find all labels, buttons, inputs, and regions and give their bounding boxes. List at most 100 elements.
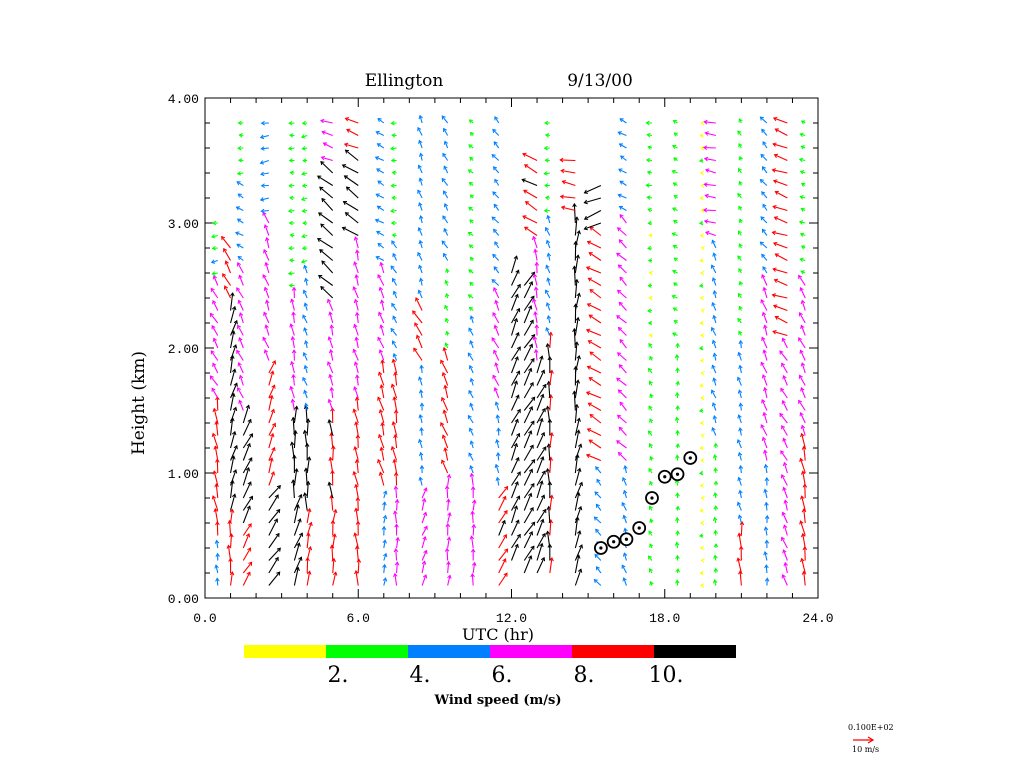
wind-vector <box>511 534 521 549</box>
wind-vector <box>574 380 579 399</box>
wind-vector-head <box>493 141 498 146</box>
wind-vector-head <box>320 118 325 124</box>
wind-vector <box>784 500 788 511</box>
wind-vector-head <box>390 208 395 214</box>
wind-vector-head <box>759 178 764 184</box>
wind-vector-head <box>300 196 306 202</box>
wind-vector-head <box>533 311 538 316</box>
wind-vector-head <box>231 368 237 373</box>
wind-vector <box>772 268 788 274</box>
wind-vector <box>781 474 788 486</box>
wind-vector-head <box>514 293 519 298</box>
wind-vector-head <box>236 218 242 223</box>
wind-vector-head <box>271 384 276 389</box>
wind-vector <box>414 322 423 336</box>
wind-vector <box>772 294 788 299</box>
wind-vector-head <box>528 305 533 310</box>
wind-vector <box>714 454 717 461</box>
wind-vector <box>332 572 337 586</box>
wind-vector-head <box>392 396 397 401</box>
wind-vector-head <box>392 510 398 515</box>
wind-vector <box>772 143 788 149</box>
wind-vector-head <box>530 482 535 488</box>
wind-vector-head <box>587 402 592 407</box>
wind-vector <box>534 311 538 324</box>
wind-vector-head <box>703 156 709 162</box>
mixing-height-markers <box>593 451 698 555</box>
wind-vector-head <box>224 260 229 265</box>
wind-vector-head <box>675 579 680 584</box>
wind-vector-head <box>675 554 680 559</box>
wind-vector <box>376 231 385 236</box>
wind-vector-head <box>421 497 427 503</box>
wind-vector <box>230 456 235 474</box>
wind-vector-head <box>712 415 718 420</box>
wind-vector-head <box>237 120 242 126</box>
wind-vector <box>775 191 788 199</box>
wind-vector-head <box>417 164 422 169</box>
wind-vector <box>303 390 308 399</box>
wind-vector-head <box>699 295 704 301</box>
wind-vector <box>536 533 546 549</box>
wind-vector <box>574 342 578 361</box>
wind-vector <box>211 259 218 264</box>
wind-vector-head <box>444 279 449 285</box>
wind-vector-head <box>377 274 382 279</box>
x-tick-label: 18.0 <box>649 611 680 626</box>
wind-vector-head <box>800 182 806 187</box>
wind-vector-head <box>308 521 313 527</box>
wind-vector-head <box>412 310 417 315</box>
wind-vector <box>268 384 276 399</box>
wind-vector-head <box>522 152 527 157</box>
y-tick-label: 4.00 <box>168 92 199 107</box>
wind-vector-head <box>737 167 742 173</box>
wind-vector <box>536 470 546 486</box>
wind-vector-head <box>391 358 397 363</box>
wind-vector-head <box>549 369 554 374</box>
wind-vector-head <box>672 119 677 124</box>
wind-vector <box>618 327 627 336</box>
wind-vector <box>392 421 398 436</box>
wind-vector-head <box>712 579 718 584</box>
wind-vector-head <box>288 283 293 288</box>
wind-vector <box>761 191 768 199</box>
wind-vector <box>467 415 474 424</box>
wind-vector <box>589 351 602 361</box>
wind-vector-head <box>269 457 274 462</box>
wind-vector-head <box>446 536 452 541</box>
wind-vector-head <box>354 336 359 341</box>
wind-vector-head <box>528 430 533 435</box>
wind-vector-head <box>528 405 534 411</box>
wind-vector-head <box>523 189 528 194</box>
wind-vector <box>802 533 806 549</box>
wind-vector-head <box>762 411 767 417</box>
wind-vector <box>329 312 334 324</box>
wind-vector-head <box>736 557 741 562</box>
wind-vector <box>546 468 551 486</box>
wind-vector <box>738 515 742 524</box>
wind-vector-head <box>761 253 766 258</box>
wind-vector-head <box>540 494 546 499</box>
wind-vector <box>442 153 449 161</box>
wind-vector <box>229 509 233 524</box>
wind-vector-head <box>542 508 547 514</box>
wind-vector-head <box>380 421 385 427</box>
wind-vector <box>418 265 423 274</box>
wind-vector <box>377 143 385 149</box>
wind-vector-head <box>468 144 473 149</box>
wind-vector <box>586 454 602 462</box>
wind-vector-head <box>247 481 252 486</box>
wind-vector <box>524 226 538 236</box>
wind-vector-head <box>645 183 650 188</box>
wind-vector-head <box>782 437 787 442</box>
wind-vector <box>230 383 238 399</box>
wind-vector <box>491 216 500 224</box>
wind-vector <box>781 363 788 374</box>
wind-vector <box>510 318 518 336</box>
wind-vector <box>549 519 552 536</box>
wind-vector-head <box>321 130 326 135</box>
wind-vector-head <box>578 481 583 487</box>
wind-vector-head <box>618 364 623 369</box>
wind-vector <box>760 362 768 374</box>
wind-vector-head <box>761 374 767 379</box>
